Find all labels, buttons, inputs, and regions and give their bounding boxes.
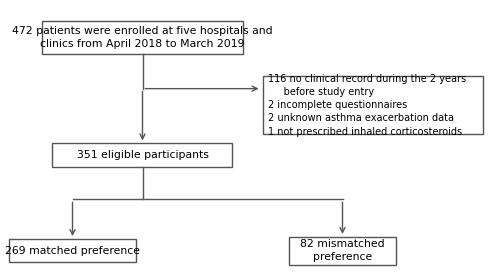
Text: 116 no clinical record during the 2 years
     before study entry
2 incomplete q: 116 no clinical record during the 2 year…	[268, 74, 466, 137]
FancyBboxPatch shape	[262, 76, 482, 134]
Text: 351 eligible participants: 351 eligible participants	[76, 150, 208, 160]
FancyBboxPatch shape	[52, 143, 233, 167]
Text: 472 patients were enrolled at five hospitals and
clinics from April 2018 to Marc: 472 patients were enrolled at five hospi…	[12, 26, 273, 49]
Text: 82 mismatched
preference: 82 mismatched preference	[300, 239, 385, 262]
FancyBboxPatch shape	[8, 239, 136, 263]
FancyBboxPatch shape	[289, 237, 396, 265]
FancyBboxPatch shape	[42, 21, 242, 54]
Text: 269 matched preference: 269 matched preference	[5, 246, 140, 256]
